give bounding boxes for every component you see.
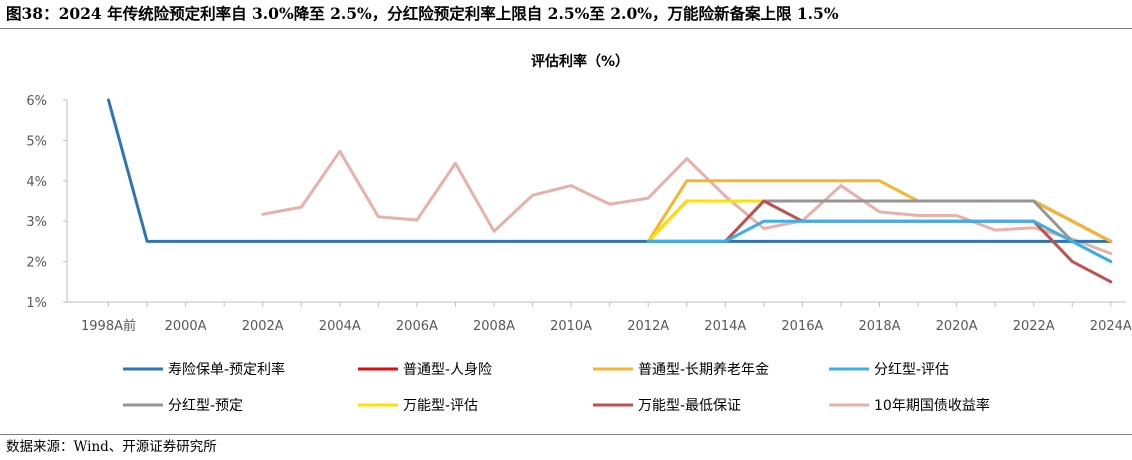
x-tick-label: 1998A前 (81, 318, 136, 334)
legend-label: 分红型-评估 (874, 362, 949, 378)
x-tick-label: 2020A (936, 319, 978, 334)
y-tick-label: 2% (26, 256, 47, 271)
x-tick-label: 2016A (781, 319, 823, 334)
x-tick-label: 2022A (1013, 319, 1055, 334)
legend-label: 分红型-预定 (168, 398, 243, 414)
chart-title: 评估利率（%） (531, 53, 629, 70)
y-tick-label: 1% (26, 296, 47, 311)
y-tick-label: 5% (26, 134, 47, 149)
y-tick-label: 4% (26, 175, 47, 190)
line-chart: 评估利率（%） 1% 2% 3% 4% 5% 6% 1998A前 2000A 2002A 200… (26, 53, 1132, 414)
y-axis: 1% 2% 3% 4% 5% 6% (26, 94, 67, 311)
plot-area (107, 98, 1113, 284)
source-divider (0, 434, 1132, 435)
series-line (107, 98, 1113, 243)
x-axis: 1998A前 2000A 2002A 2004A 2006A 2008A 2010A 2012… (81, 302, 1132, 334)
series-line (646, 219, 1113, 264)
x-tick-label: 2004A (319, 319, 361, 334)
y-tick-label: 6% (26, 94, 47, 109)
x-tick-label: 2024A (1090, 319, 1132, 334)
legend-label: 普通型-长期养老年金 (638, 362, 769, 378)
legend-label: 寿险保单-预定利率 (168, 361, 285, 378)
x-tick-label: 2014A (704, 319, 746, 334)
figure-title: 图38：2024 年传统险预定利率自 3.0%降至 2.5%，分红险预定利率上限… (6, 4, 839, 23)
legend-label: 万能型-评估 (403, 398, 478, 414)
x-tick-label: 2002A (242, 319, 284, 334)
x-tick-label: 2000A (165, 319, 207, 334)
x-tick-label: 2018A (859, 319, 901, 334)
source-note: 数据来源：Wind、开源证券研究所 (6, 439, 217, 455)
legend-label: 万能型-最低保证 (638, 398, 741, 414)
x-tick-label: 2010A (550, 319, 592, 334)
x-tick-label: 2008A (473, 319, 515, 334)
x-tick-label: 2012A (627, 319, 669, 334)
legend-label: 普通型-人身险 (403, 362, 492, 378)
title-divider (0, 28, 1132, 29)
y-tick-label: 3% (26, 215, 47, 230)
x-tick-label: 2006A (396, 319, 438, 334)
legend-label: 10年期国债收益率 (874, 397, 990, 414)
